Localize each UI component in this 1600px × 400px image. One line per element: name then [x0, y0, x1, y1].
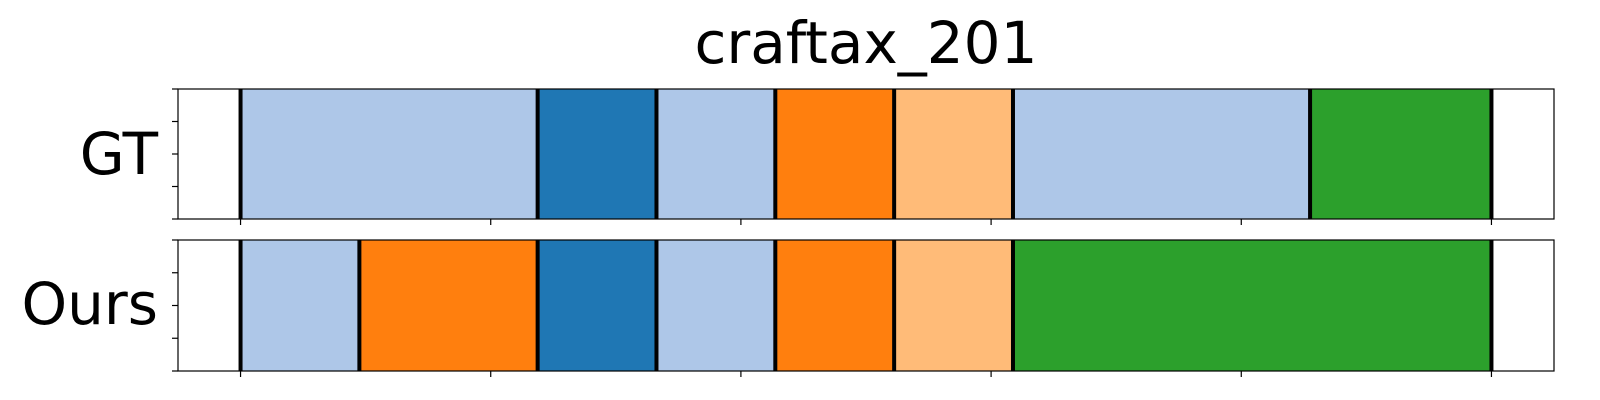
segment-gt-6 [1310, 89, 1492, 219]
segment-ours-4 [775, 240, 895, 371]
row-label-ours: Ours [21, 270, 158, 338]
segment-gt-4 [894, 89, 1013, 219]
segment-gt-1 [537, 89, 657, 219]
segment-ours-0 [240, 240, 360, 371]
segment-ours-6 [1012, 240, 1492, 371]
segment-gt-5 [1012, 89, 1311, 219]
segment-ours-2 [537, 240, 657, 371]
segment-ours-1 [359, 240, 538, 371]
row-label-gt: GT [79, 120, 158, 188]
chart-title: craftax_201 [694, 9, 1038, 77]
segment-gt-3 [775, 89, 895, 219]
segment-ours-3 [656, 240, 776, 371]
segment-ours-5 [894, 240, 1013, 371]
segment-gt-2 [656, 89, 776, 219]
segment-gt-0 [240, 89, 538, 219]
